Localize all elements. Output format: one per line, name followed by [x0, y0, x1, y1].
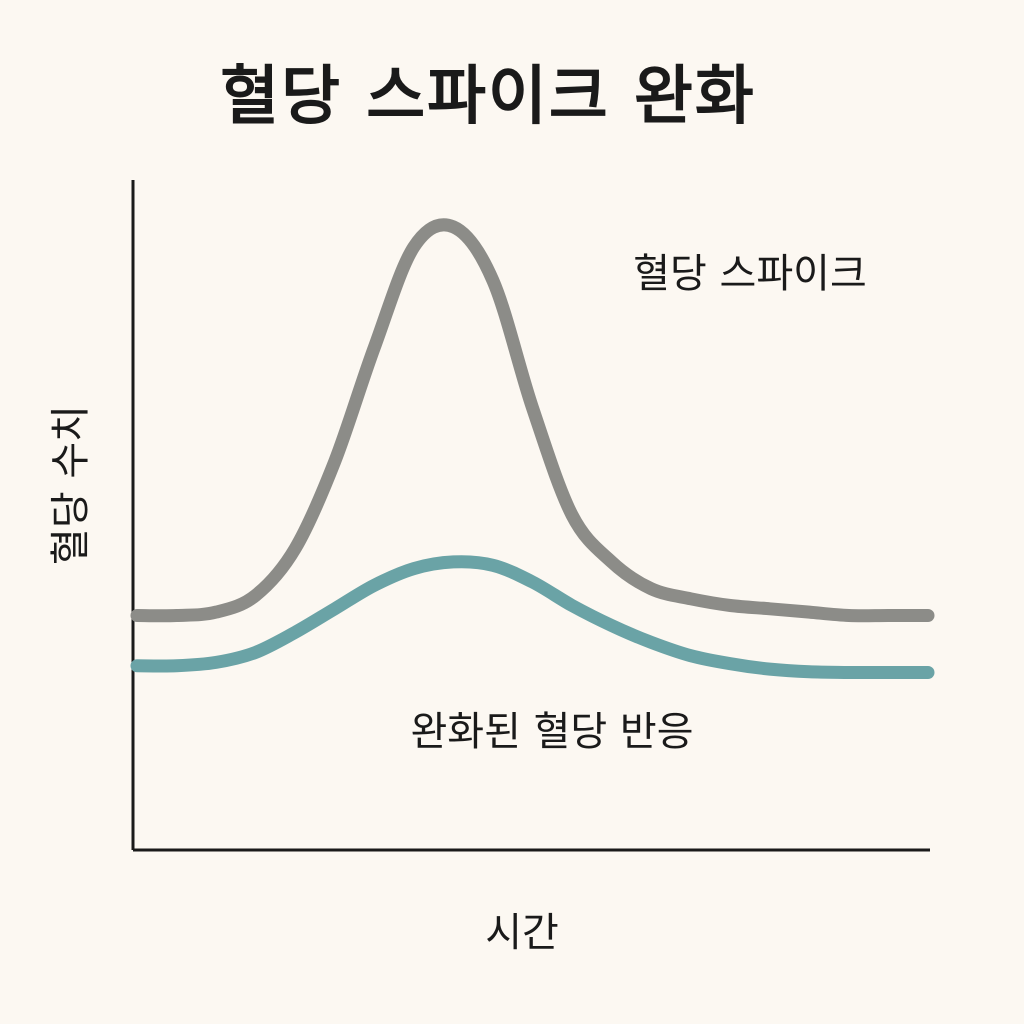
chart-title: 혈당 스파이크 완화: [220, 60, 756, 134]
series-layer: [130, 218, 935, 680]
series-label-moderated: 완화된 혈당 반응: [410, 709, 693, 755]
series-label-spike: 혈당 스파이크: [633, 251, 867, 297]
x-axis-label: 시간: [485, 910, 559, 956]
series-line-spike: [130, 218, 935, 623]
series-line-moderated: [130, 555, 935, 680]
y-axis-label: 혈당 수치: [48, 405, 94, 565]
